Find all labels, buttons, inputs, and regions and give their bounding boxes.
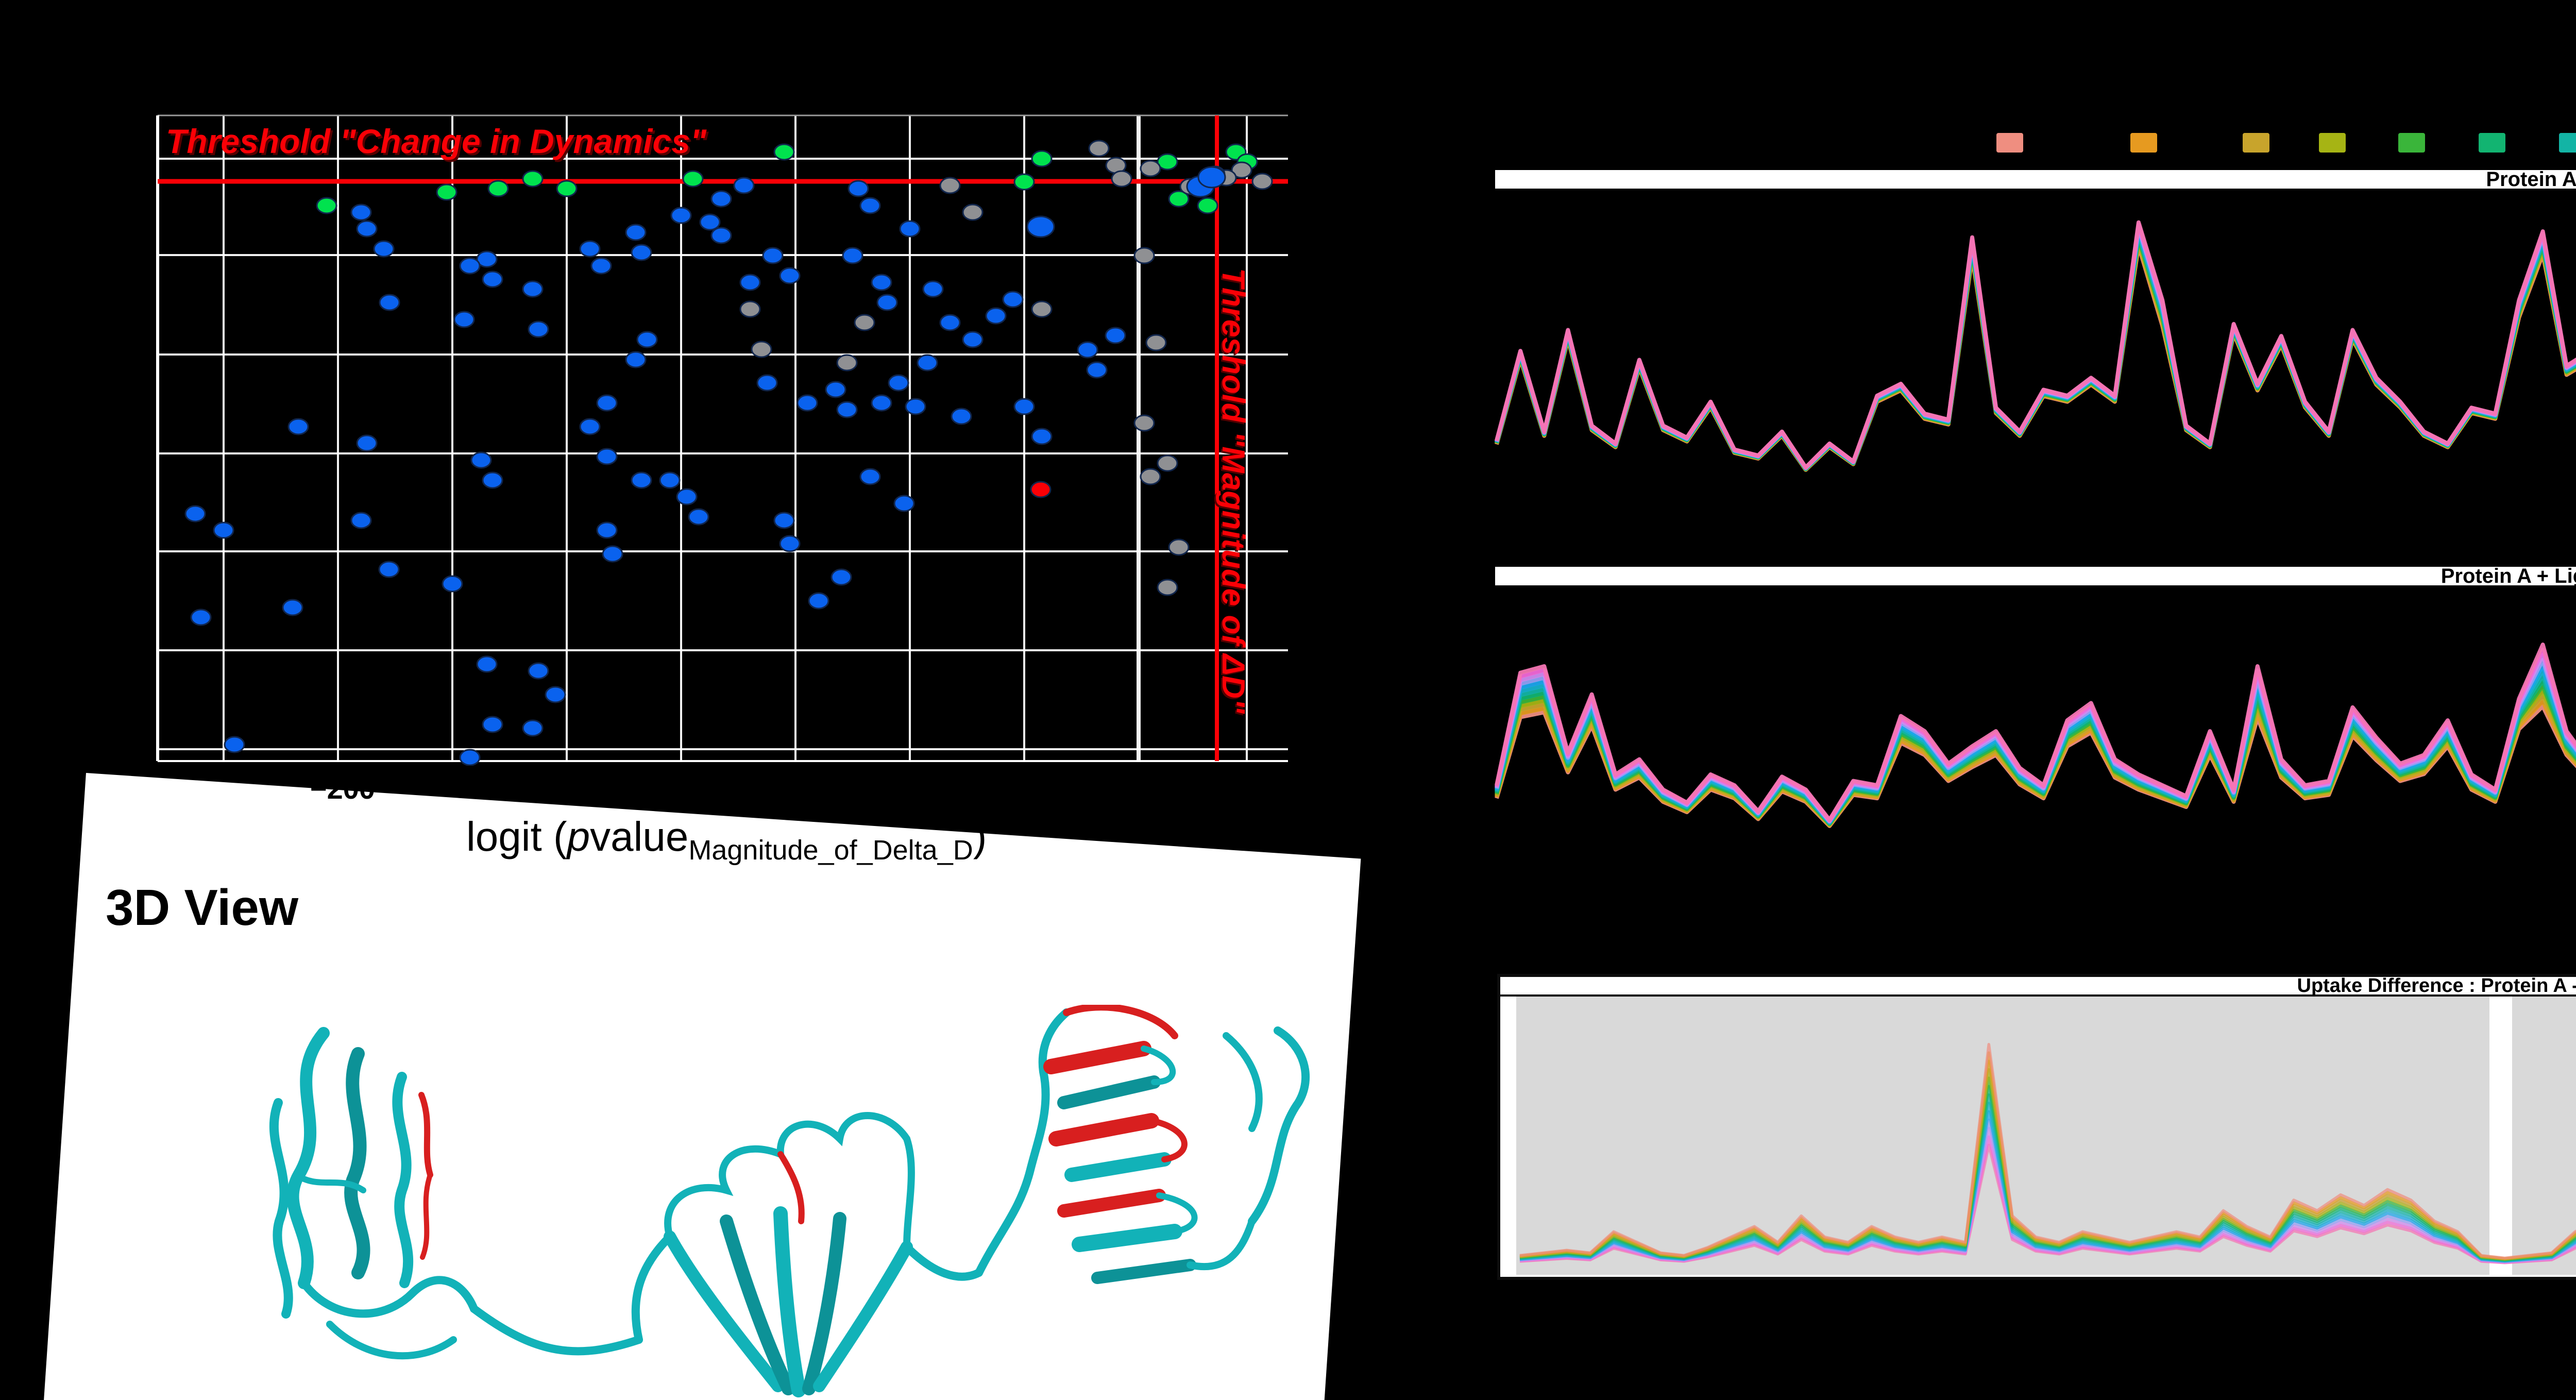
coverage-gap (2489, 997, 2512, 1275)
panel-a-title-bar: Protein A (1495, 167, 2576, 191)
uptake-chart-protein-a[interactable] (1494, 185, 2576, 546)
x-tick-label: −100 (539, 772, 605, 805)
panel-a-title: Protein A (2486, 167, 2576, 191)
threshold-magnitude-label: Threshold "Magnitude of ΔD" (1215, 268, 1251, 714)
panel-b-title-bar: Protein A + Ligand (1495, 564, 2576, 587)
volcano-plot[interactable] (155, 112, 1293, 766)
legend-swatch[interactable] (2130, 133, 2157, 153)
legend-swatch[interactable] (2243, 133, 2269, 153)
legend-swatch[interactable] (2559, 133, 2576, 153)
threshold-dynamics-label: Threshold "Change in Dynamics" (166, 122, 707, 160)
legend-swatch[interactable] (2479, 133, 2505, 153)
panel-b-title: Protein A + Ligand (2441, 564, 2576, 587)
legend-swatch[interactable] (1996, 133, 2023, 153)
timepoint-legend (1968, 133, 2576, 156)
volcano-x-axis-label: logit (pvalueMagnitude_of_Delta_D) (466, 814, 987, 866)
protein-structure (269, 1005, 1310, 1397)
uptake-difference-chart[interactable] (1513, 993, 2576, 1278)
uptake-chart-protein-a-ligand[interactable] (1494, 582, 2576, 948)
legend-swatch[interactable] (2398, 133, 2425, 153)
panel-d-title: Uptake Difference : Protein A - (Protein… (2297, 974, 2576, 997)
legend-swatch[interactable] (2319, 133, 2346, 153)
panel-d-title-bar: Uptake Difference : Protein A - (Protein… (1500, 974, 2576, 997)
3d-view-title: 3D View (106, 879, 299, 936)
x-tick-label: −200 (310, 772, 376, 805)
